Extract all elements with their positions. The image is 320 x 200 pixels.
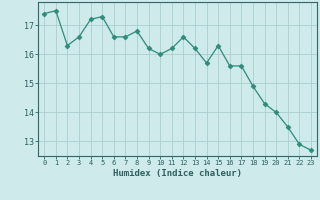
X-axis label: Humidex (Indice chaleur): Humidex (Indice chaleur) — [113, 169, 242, 178]
